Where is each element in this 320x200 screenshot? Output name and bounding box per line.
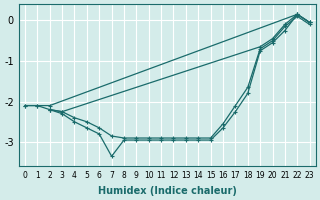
X-axis label: Humidex (Indice chaleur): Humidex (Indice chaleur) — [98, 186, 237, 196]
